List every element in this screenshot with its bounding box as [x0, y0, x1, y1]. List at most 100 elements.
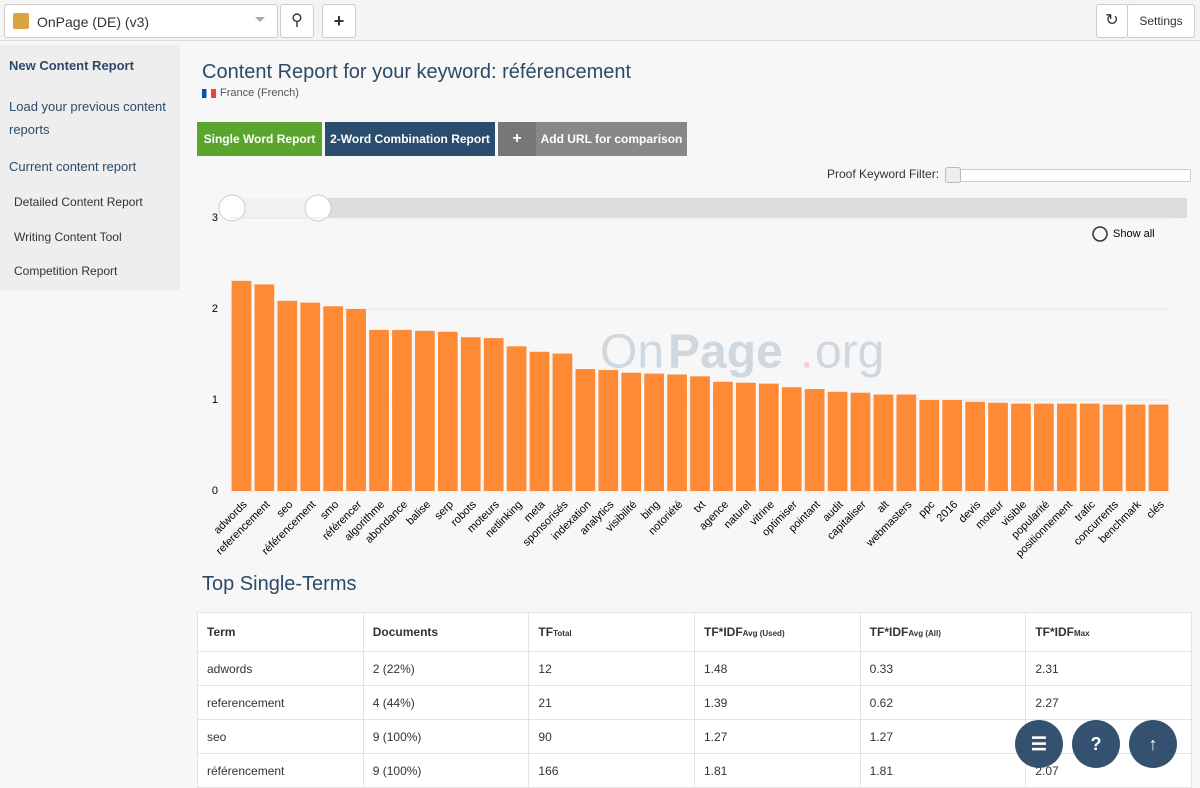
watermark: On Page . org	[600, 326, 884, 379]
locale: France (French)	[220, 87, 299, 99]
bar	[392, 329, 412, 491]
search-button[interactable]: ⚲	[280, 4, 314, 38]
single-word-button[interactable]: Single Word Report	[197, 122, 322, 156]
table-cell: 166	[528, 753, 695, 788]
filter-handle[interactable]	[945, 167, 961, 183]
table-cell: 1.39	[694, 685, 861, 720]
y-tick-label: 2	[212, 303, 218, 315]
bar	[483, 338, 504, 491]
nav-item[interactable]: Current content report	[9, 159, 137, 174]
y-tick-label: 3	[212, 212, 218, 224]
nav-subitem[interactable]: Writing Content Tool	[14, 230, 122, 244]
table-cell: 2.31	[1025, 651, 1192, 686]
bar	[667, 374, 687, 491]
watermark-text: Page	[668, 326, 783, 379]
table-cell: 90	[528, 719, 695, 754]
table-cell: 9 (100%)	[362, 753, 530, 788]
range-handle[interactable]	[304, 194, 332, 222]
table-row: adwords 2 (22%) 12 1.48 0.33 2.31	[197, 651, 1192, 686]
nav-subitem[interactable]: Competition Report	[14, 264, 118, 278]
bar	[460, 337, 481, 491]
add-url-button[interactable]: Add URL for comparison	[536, 122, 687, 156]
range-handle[interactable]	[218, 194, 246, 222]
zoom-icon[interactable]	[1092, 226, 1108, 242]
sidebar: New Content Report Load your previous co…	[0, 45, 180, 290]
bar	[254, 284, 275, 491]
x-tick-label: alt	[875, 499, 892, 516]
page-title: Content Report for your keyword: référen…	[202, 61, 632, 83]
table-cell: 1.48	[694, 651, 861, 686]
filter-slider[interactable]	[945, 169, 1191, 182]
settings-button[interactable]: Settings	[1127, 4, 1195, 38]
add-button[interactable]: +	[322, 4, 356, 38]
refresh-button[interactable]: ↻	[1096, 4, 1128, 38]
combination-button[interactable]: 2-Word Combination Report	[325, 122, 495, 156]
bar	[713, 381, 733, 491]
filter-label: Proof Keyword Filter:	[827, 167, 940, 181]
database-button[interactable]: ☰	[1015, 720, 1063, 768]
bar	[965, 401, 985, 491]
help-button[interactable]: ?	[1072, 720, 1120, 768]
plus-icon[interactable]: +	[498, 122, 536, 156]
chart: On Page . org Show all 0123adwordsrefere…	[212, 194, 1187, 560]
y-tick-label: 1	[212, 394, 218, 406]
project-select[interactable]: OnPage (DE) (v3)	[4, 4, 278, 38]
header-sub: Avg (All)	[908, 629, 941, 638]
bar	[1148, 404, 1169, 491]
watermark-text: .	[800, 326, 813, 379]
nav-item[interactable]: New Content Report	[9, 58, 134, 73]
bar	[437, 331, 458, 491]
bar	[1056, 403, 1077, 491]
column-header: TF*IDFAvg (All)	[859, 612, 1027, 652]
nav-subitem[interactable]: Detailed Content Report	[14, 195, 143, 209]
x-tick-label: clés	[1144, 498, 1167, 521]
project-name: OnPage (DE) (v3)	[37, 14, 150, 30]
header-sub: Max	[1073, 629, 1090, 638]
top-button[interactable]: ↑	[1129, 720, 1177, 768]
range-selection	[232, 198, 318, 218]
flag	[202, 89, 216, 98]
bar	[1011, 403, 1031, 491]
table-cell: 1.27	[859, 719, 1027, 754]
bar	[1034, 403, 1054, 491]
bar	[690, 376, 710, 491]
bar	[896, 394, 917, 491]
bar	[621, 372, 642, 491]
table-cell: 2 (22%)	[362, 651, 530, 686]
table-cell: 0.33	[859, 651, 1027, 686]
x-tick-label: balise	[404, 499, 433, 528]
watermark-text: On	[600, 326, 664, 379]
bar	[1102, 404, 1123, 491]
toolbar: OnPage (DE) (v3) ⚲ + ↻ Settings	[0, 0, 1200, 41]
column-header: TF*IDFAvg (Used)	[694, 612, 861, 652]
header-main: Documents	[372, 625, 439, 639]
section-title: Top Single-Terms	[202, 573, 357, 595]
bar	[346, 309, 366, 491]
show-all[interactable]: Show all	[1113, 228, 1155, 240]
y-tick-label: 0	[212, 485, 218, 497]
bar	[919, 400, 940, 491]
bar	[988, 402, 1008, 491]
table-cell: 1.27	[694, 719, 861, 754]
table-cell: seo	[197, 719, 364, 754]
table-cell: adwords	[197, 651, 364, 686]
range-track	[232, 198, 1187, 218]
bar	[323, 306, 344, 491]
table-row: referencement 4 (44%) 21 1.39 0.62 2.27	[197, 685, 1192, 720]
table-cell: 12	[528, 651, 695, 686]
column-header: Term	[197, 612, 364, 652]
table-cell: 1.81	[859, 753, 1027, 788]
header-sub: Avg (Used)	[742, 629, 785, 638]
bar	[369, 329, 389, 491]
header-main: TF	[538, 625, 554, 639]
table-cell: 21	[528, 685, 695, 720]
nav-item[interactable]: Load your previous content reports	[9, 99, 166, 137]
bar	[873, 394, 894, 491]
bar	[804, 389, 825, 491]
bar	[1125, 404, 1146, 491]
table-cell: 0.62	[859, 685, 1027, 720]
bar	[231, 280, 252, 491]
bar	[758, 383, 779, 491]
x-tick-label: 2016	[935, 499, 961, 525]
column-header: TF*IDFMax	[1025, 612, 1192, 652]
